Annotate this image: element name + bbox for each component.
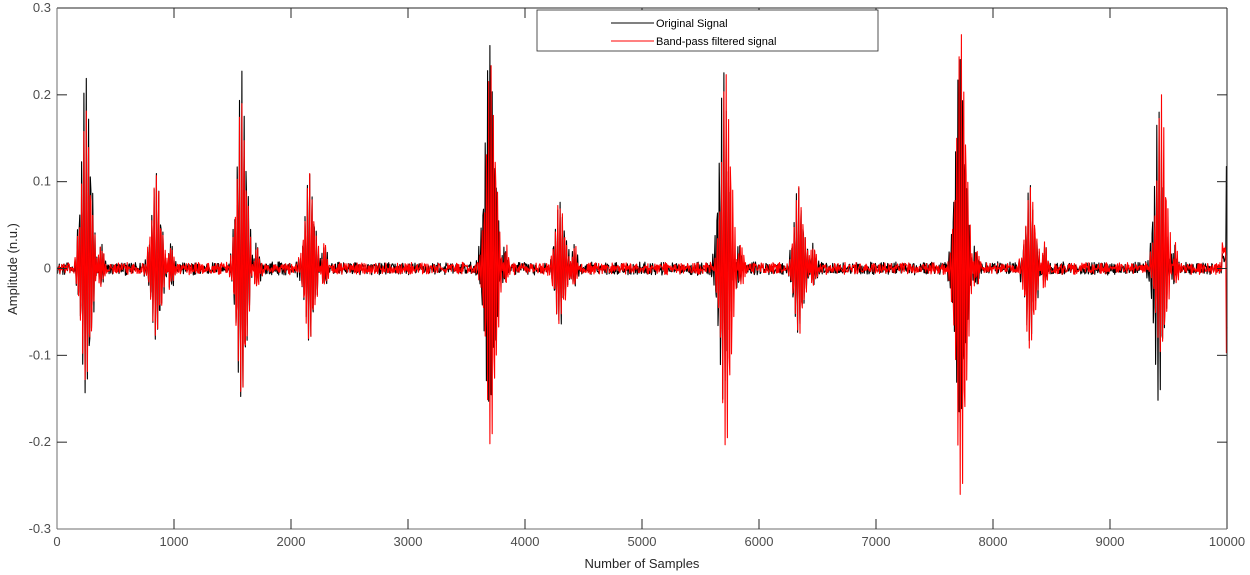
x-tick-label: 1000: [160, 534, 189, 549]
x-tick-label: 6000: [745, 534, 774, 549]
x-tick-label: 7000: [862, 534, 891, 549]
y-tick-label: 0: [44, 261, 51, 276]
y-tick-label: -0.2: [29, 434, 51, 449]
x-tick-label: 10000: [1209, 534, 1245, 549]
y-tick-label: 0.2: [33, 87, 51, 102]
x-tick-label: 9000: [1096, 534, 1125, 549]
series-layer: [56, 34, 1228, 495]
legend-label-original: Original Signal: [656, 18, 728, 30]
x-ticks: 0 1000 2000 3000 4000 5000 6000 7000 8000 9000 100…: [53, 8, 1245, 549]
legend: Original Signal Band-pass filtered signa…: [536, 9, 879, 52]
x-tick-label: 8000: [979, 534, 1008, 549]
y-tick-label: -0.1: [29, 347, 51, 362]
bandpass-filtered-signal-line: [56, 34, 1228, 495]
y-tick-label: 0.3: [33, 0, 51, 15]
y-tick-label: 0.1: [33, 174, 51, 189]
y-axis-label: Amplitude (n.u.): [5, 223, 20, 315]
x-tick-label: 5000: [628, 534, 657, 549]
y-tick-label: -0.3: [29, 521, 51, 536]
x-tick-label: 0: [53, 534, 60, 549]
legend-box: [536, 9, 879, 52]
x-tick-label: 2000: [277, 534, 306, 549]
x-tick-label: 4000: [511, 534, 540, 549]
x-tick-label: 3000: [394, 534, 423, 549]
legend-label-filtered: Band-pass filtered signal: [656, 36, 776, 48]
y-ticks: -0.3 -0.2 -0.1 0 0.1 0.2 0.3: [29, 0, 1227, 536]
x-axis-label: Number of Samples: [585, 556, 700, 571]
